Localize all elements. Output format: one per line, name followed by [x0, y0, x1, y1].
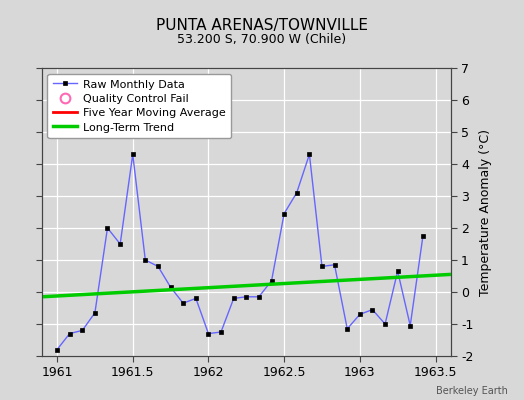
Raw Monthly Data	[268, 278, 275, 283]
Text: PUNTA ARENAS/TOWNVILLE: PUNTA ARENAS/TOWNVILLE	[156, 18, 368, 33]
Raw Monthly Data	[382, 322, 388, 326]
Raw Monthly Data	[395, 269, 401, 274]
Raw Monthly Data	[407, 323, 413, 328]
Raw Monthly Data	[331, 262, 337, 267]
Raw Monthly Data	[319, 264, 325, 269]
Raw Monthly Data	[79, 328, 85, 333]
Raw Monthly Data	[168, 285, 174, 290]
Raw Monthly Data	[420, 234, 426, 238]
Raw Monthly Data	[243, 294, 249, 299]
Text: Berkeley Earth: Berkeley Earth	[436, 386, 508, 396]
Raw Monthly Data	[180, 301, 187, 306]
Raw Monthly Data	[231, 296, 237, 301]
Raw Monthly Data	[155, 264, 161, 269]
Raw Monthly Data	[54, 347, 60, 352]
Legend: Raw Monthly Data, Quality Control Fail, Five Year Moving Average, Long-Term Tren: Raw Monthly Data, Quality Control Fail, …	[48, 74, 231, 138]
Raw Monthly Data	[281, 211, 287, 216]
Raw Monthly Data	[357, 312, 363, 317]
Raw Monthly Data	[193, 296, 199, 301]
Text: 53.200 S, 70.900 W (Chile): 53.200 S, 70.900 W (Chile)	[178, 33, 346, 46]
Line: Raw Monthly Data: Raw Monthly Data	[55, 152, 425, 352]
Raw Monthly Data	[293, 190, 300, 195]
Y-axis label: Temperature Anomaly (°C): Temperature Anomaly (°C)	[479, 128, 492, 296]
Raw Monthly Data	[104, 226, 111, 230]
Raw Monthly Data	[306, 152, 312, 157]
Raw Monthly Data	[117, 242, 123, 246]
Raw Monthly Data	[205, 331, 212, 336]
Raw Monthly Data	[67, 331, 73, 336]
Raw Monthly Data	[92, 310, 98, 315]
Raw Monthly Data	[344, 326, 351, 331]
Raw Monthly Data	[369, 307, 376, 312]
Raw Monthly Data	[218, 330, 224, 334]
Raw Monthly Data	[142, 258, 148, 262]
Raw Monthly Data	[256, 294, 262, 299]
Raw Monthly Data	[129, 152, 136, 157]
